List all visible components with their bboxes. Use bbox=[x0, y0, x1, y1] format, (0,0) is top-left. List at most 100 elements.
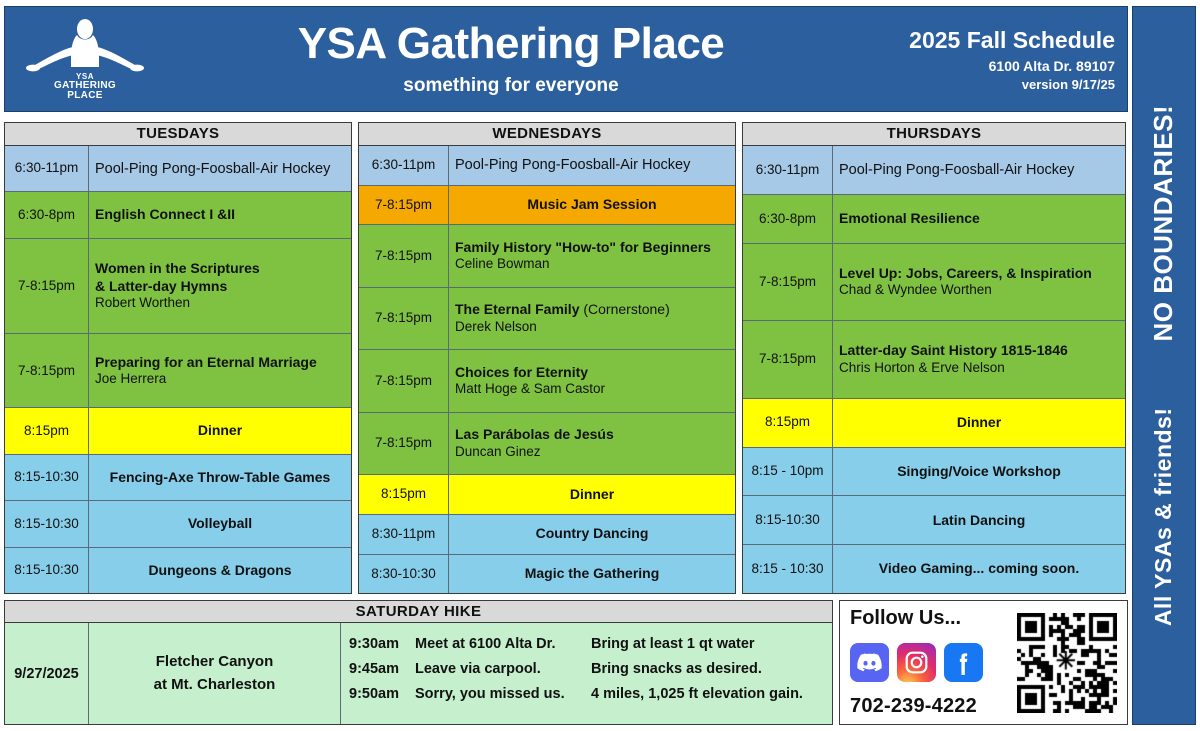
row-title: English Connect I &II bbox=[95, 206, 236, 223]
row-title: Pool-Ping Pong-Foosball-Air Hockey bbox=[455, 157, 691, 174]
schedule-row: 8:30-11pm Country Dancing bbox=[359, 514, 735, 555]
sidebar-text-top: NO BOUNDARIES! bbox=[1148, 104, 1179, 342]
day-column-thursdays: THURSDAYS 6:30-11pm Pool-Ping Pong-Foosba… bbox=[742, 122, 1126, 594]
row-time: 8:15-10:30 bbox=[743, 496, 833, 545]
row-content: Pool-Ping Pong-Foosball-Air Hockey bbox=[833, 146, 1125, 194]
row-content: Choices for Eternity Matt Hoge & Sam Cast… bbox=[449, 350, 735, 412]
day-column-wednesdays: WEDNESDAYS 6:30-11pm Pool-Ping Pong-Foosb… bbox=[358, 122, 736, 594]
row-time: 7-8:15pm bbox=[5, 334, 89, 408]
schedule-row: 7-8:15pm Music Jam Session bbox=[359, 185, 735, 226]
row-presenter: Robert Worthen bbox=[95, 295, 191, 311]
schedule-row: 8:30-10:30 Magic the Gathering bbox=[359, 554, 735, 594]
schedule-row: 8:15 - 10pm Singing/Voice Workshop bbox=[743, 447, 1125, 497]
row-title: Singing/Voice Workshop bbox=[897, 462, 1061, 479]
row-presenter: Joe Herrera bbox=[95, 371, 167, 387]
schedule-row: 8:15-10:30 Fencing-Axe Throw-Table Games bbox=[5, 454, 351, 502]
row-time: 6:30-11pm bbox=[5, 146, 89, 192]
hike-line-time: 9:50am bbox=[349, 685, 399, 702]
hike-line-note: Bring at least 1 qt water bbox=[591, 636, 755, 652]
header-banner: YSA GATHERING PLACE YSA Gathering Place … bbox=[4, 6, 1128, 112]
row-title: Country Dancing bbox=[535, 525, 649, 542]
row-title: Fencing-Axe Throw-Table Games bbox=[109, 468, 331, 485]
schedule-row: 8:15-10:30 Dungeons & Dragons bbox=[5, 547, 351, 593]
row-content: Video Gaming... coming soon. bbox=[833, 545, 1125, 593]
facebook-icon[interactable] bbox=[944, 643, 983, 682]
row-title: Magic the Gathering bbox=[524, 565, 660, 581]
schedule-row: 7-8:15pm Las Parábolas de Jesús Duncan Gin… bbox=[359, 412, 735, 476]
schedule-row: 8:15-10:30 Volleyball bbox=[5, 501, 351, 548]
row-time: 7-8:15pm bbox=[359, 287, 449, 350]
row-content: Fencing-Axe Throw-Table Games bbox=[89, 455, 351, 500]
discord-icon[interactable] bbox=[850, 643, 889, 682]
row-title: Music Jam Session bbox=[527, 196, 657, 213]
schedule-row: 7-8:15pm Women in the Scriptures & Latter-… bbox=[5, 238, 351, 335]
row-title: Pool-Ping Pong-Foosball-Air Hockey bbox=[839, 161, 1075, 178]
row-time: 8:15pm bbox=[743, 398, 833, 447]
hike-location-line2: at Mt. Charleston bbox=[153, 675, 276, 693]
row-time: 7-8:15pm bbox=[359, 225, 449, 287]
schedule-row: 7-8:15pm Choices for Eternity Matt Hoge & … bbox=[359, 350, 735, 413]
schedule-row: 7-8:15pm Family History "How-to" for Begi… bbox=[359, 225, 735, 288]
schedule-row: 8:15 - 10:30 Video Gaming... coming soon. bbox=[743, 545, 1125, 593]
day-header-tuesdays: TUESDAYS bbox=[5, 123, 351, 146]
row-content: Singing/Voice Workshop bbox=[833, 448, 1125, 496]
hike-line-activity: Sorry, you missed us. bbox=[415, 685, 565, 702]
row-time: 8:15pm bbox=[359, 475, 449, 514]
schedule-row: 8:15-10:30 Latin Dancing bbox=[743, 496, 1125, 546]
day-column-tuesdays: TUESDAYS 6:30-11pm Pool-Ping Pong-Foosbal… bbox=[4, 122, 352, 594]
row-title: Emotional Resilience bbox=[839, 209, 980, 226]
row-presenter: Derek Nelson bbox=[455, 318, 537, 334]
row-time: 7-8:15pm bbox=[359, 350, 449, 412]
hike-itinerary: 9:30am Meet at 6100 Alta Dr. Bring at leas… bbox=[341, 623, 832, 724]
follow-us-panel: Follow Us... bbox=[839, 600, 1128, 725]
row-content: Volleyball bbox=[89, 501, 351, 546]
row-title: Dungeons & Dragons bbox=[148, 561, 292, 578]
row-content: Dungeons & Dragons bbox=[89, 548, 351, 593]
saturday-hike-header: SATURDAY HIKE bbox=[5, 601, 832, 623]
version-label: version 9/17/25 bbox=[1021, 77, 1115, 93]
page-title: YSA Gathering Place bbox=[297, 18, 725, 68]
day-rows-thursdays: 6:30-11pm Pool-Ping Pong-Foosball-Air Hoc… bbox=[743, 146, 1125, 593]
page-tagline: something for everyone bbox=[403, 75, 619, 97]
row-content: Dinner bbox=[449, 475, 735, 514]
row-title: Volleyball bbox=[187, 515, 253, 532]
schedule-row: 6:30-8pm Emotional Resilience bbox=[743, 194, 1125, 244]
social-links bbox=[850, 643, 1009, 682]
season-label: 2025 Fall Schedule bbox=[909, 26, 1115, 53]
row-presenter: Celine Bowman bbox=[455, 256, 550, 272]
row-title: Video Gaming... coming soon. bbox=[878, 560, 1080, 577]
row-content: Women in the Scriptures & Latter-day Hymn… bbox=[89, 239, 351, 334]
day-header-thursdays: THURSDAYS bbox=[743, 123, 1125, 146]
row-presenter: Chris Horton & Erve Nelson bbox=[839, 359, 1005, 375]
row-content: Magic the Gathering bbox=[449, 555, 735, 594]
schedule-columns: TUESDAYS 6:30-11pm Pool-Ping Pong-Foosbal… bbox=[4, 122, 1128, 594]
follow-us-title: Follow Us... bbox=[850, 607, 962, 629]
instagram-icon[interactable] bbox=[897, 643, 936, 682]
schedule-row: 8:15pm Dinner bbox=[359, 475, 735, 515]
row-title: Family History "How-to" for Beginners bbox=[455, 238, 711, 255]
row-content: Latin Dancing bbox=[833, 496, 1125, 544]
row-time: 6:30-11pm bbox=[359, 146, 449, 185]
qr-code-canvas[interactable] bbox=[1017, 612, 1117, 713]
schedule-row: 6:30-8pm English Connect I &II bbox=[5, 192, 351, 239]
row-title: Dinner bbox=[569, 485, 615, 502]
hike-line-note: Bring snacks as desired. bbox=[591, 660, 762, 677]
qr-code[interactable] bbox=[1015, 607, 1119, 718]
row-title: Dinner bbox=[956, 413, 1002, 430]
row-content: Pool-Ping Pong-Foosball-Air Hockey bbox=[449, 146, 735, 185]
row-content: Dinner bbox=[89, 408, 351, 453]
row-title: Pool-Ping Pong-Foosball-Air Hockey bbox=[95, 160, 331, 177]
row-time: 8:15 - 10pm bbox=[743, 447, 833, 496]
row-time: 6:30-8pm bbox=[5, 192, 89, 238]
row-content: Dinner bbox=[833, 399, 1125, 447]
hike-itinerary-line: 9:50am Sorry, you missed us. 4 miles, 1,02… bbox=[349, 682, 832, 707]
row-time: 7-8:15pm bbox=[5, 238, 89, 334]
row-title: Latin Dancing bbox=[932, 511, 1026, 528]
row-title: The Eternal Family (Cornerstone) bbox=[455, 301, 670, 318]
right-banner: All YSAs & friends! NO BOUNDARIES! bbox=[1132, 6, 1196, 725]
row-content: Emotional Resilience bbox=[833, 195, 1125, 243]
day-rows-tuesdays: 6:30-11pm Pool-Ping Pong-Foosball-Air Hoc… bbox=[5, 146, 351, 593]
row-presenter: Matt Hoge & Sam Castor bbox=[455, 381, 606, 397]
row-content: Preparing for an Eternal Marriage Joe Her… bbox=[89, 334, 351, 407]
